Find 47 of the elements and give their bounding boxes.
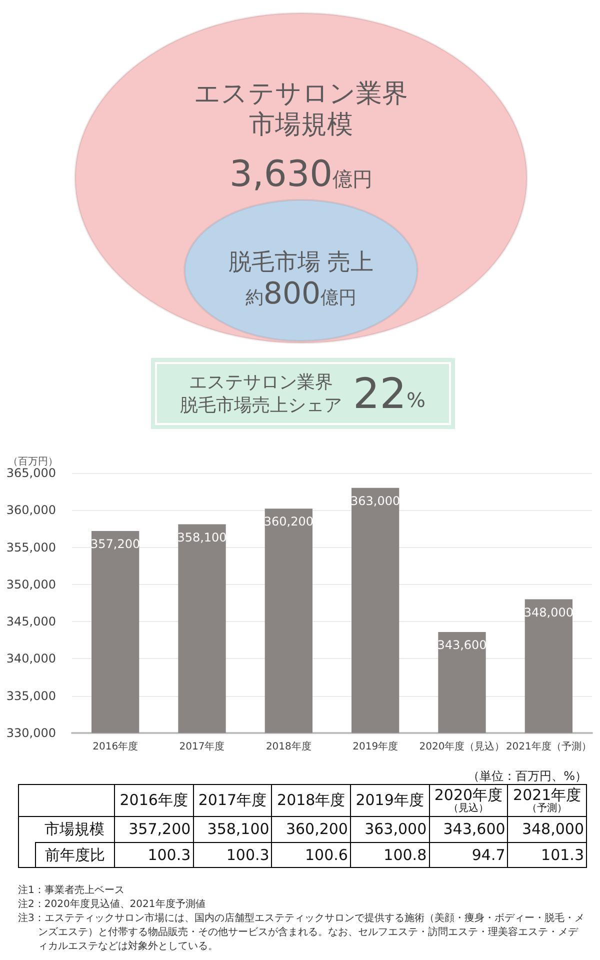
- x-tick-label: 2020年度（見込）: [434, 786, 503, 814]
- chart-title: エステサロン業界脱毛市場売上シェア: [180, 372, 342, 416]
- x-tick-label: 2021年度（予測）: [513, 786, 582, 814]
- y-tick-label: 350,000: [6, 577, 56, 592]
- text: 注2：2020年度見込値、2021年度予測値: [18, 898, 206, 912]
- y-tick-label: 345,000: [6, 614, 56, 629]
- x-tick-label: 2017年度: [198, 791, 267, 810]
- data-label: 100.3: [114, 842, 194, 868]
- y-tick-label: 市場規模: [44, 820, 104, 839]
- data-label: 358,100: [177, 530, 227, 544]
- data-label: 100.6: [272, 842, 350, 868]
- x-tick-label: 2018年度: [266, 740, 312, 752]
- x-tick-label: 2016年度: [92, 740, 138, 752]
- data-label: 343,600: [437, 638, 487, 652]
- data-label: 100.3: [193, 842, 272, 868]
- y-tick-label: 355,000: [6, 540, 56, 554]
- y-tick-label: 360,000: [6, 503, 56, 518]
- x-tick-label: 2016年度: [120, 791, 188, 810]
- data-label: 357,200: [114, 816, 194, 842]
- x-tick-label: 2019年度: [352, 740, 398, 752]
- x-tick-label: 2021年度（予測）: [506, 740, 592, 752]
- x-tick-label: 2019年度: [356, 791, 424, 810]
- chart-subtitle: （単位：百万円、%）: [468, 768, 587, 785]
- x-tick-label: 2020年度（見込）: [419, 740, 505, 752]
- data-label: 94.7: [429, 842, 508, 868]
- text: 注3：エステティックサロン市場には、国内の店舗型エステティックサロンで提供する施術（美顔・痩身・ボディー・脱毛・メンズエステ）と付帯する物品販売・その他サービスが含まれる。なお、セルフエステ・訪問エステ・理美容エステ・メディカルエステなどは対象外としている。: [18, 912, 585, 954]
- y-tick-label: 335,000: [6, 688, 56, 703]
- category-label: 脱毛市場 売上: [228, 249, 374, 276]
- y-tick-label: 340,000: [6, 652, 56, 666]
- data-label: 358,100: [193, 816, 272, 842]
- data-label: 3,630億円: [229, 154, 373, 195]
- category-label: エステサロン業界市場規模: [194, 79, 408, 140]
- data-label: 343,600: [429, 816, 508, 842]
- data-label: 101.3: [508, 842, 586, 868]
- data-label: 348,000: [508, 816, 586, 842]
- y-tick-label: 330,000: [6, 726, 56, 740]
- data-label: 約800億円: [245, 276, 357, 312]
- text: 22%: [353, 369, 426, 418]
- x-tick-label: 2018年度: [277, 791, 346, 810]
- y-tick-label: 前年度比: [45, 846, 105, 864]
- y-tick-label: 365,000: [6, 466, 56, 480]
- data-label: 100.8: [350, 842, 430, 868]
- x-tick-label: 2017年度: [179, 740, 225, 752]
- text: 注1：事業者売上ベース: [18, 884, 126, 898]
- y-axis-title: （百万円）: [8, 456, 58, 468]
- data-label: 360,200: [272, 816, 350, 842]
- data-label: 363,000: [350, 816, 430, 842]
